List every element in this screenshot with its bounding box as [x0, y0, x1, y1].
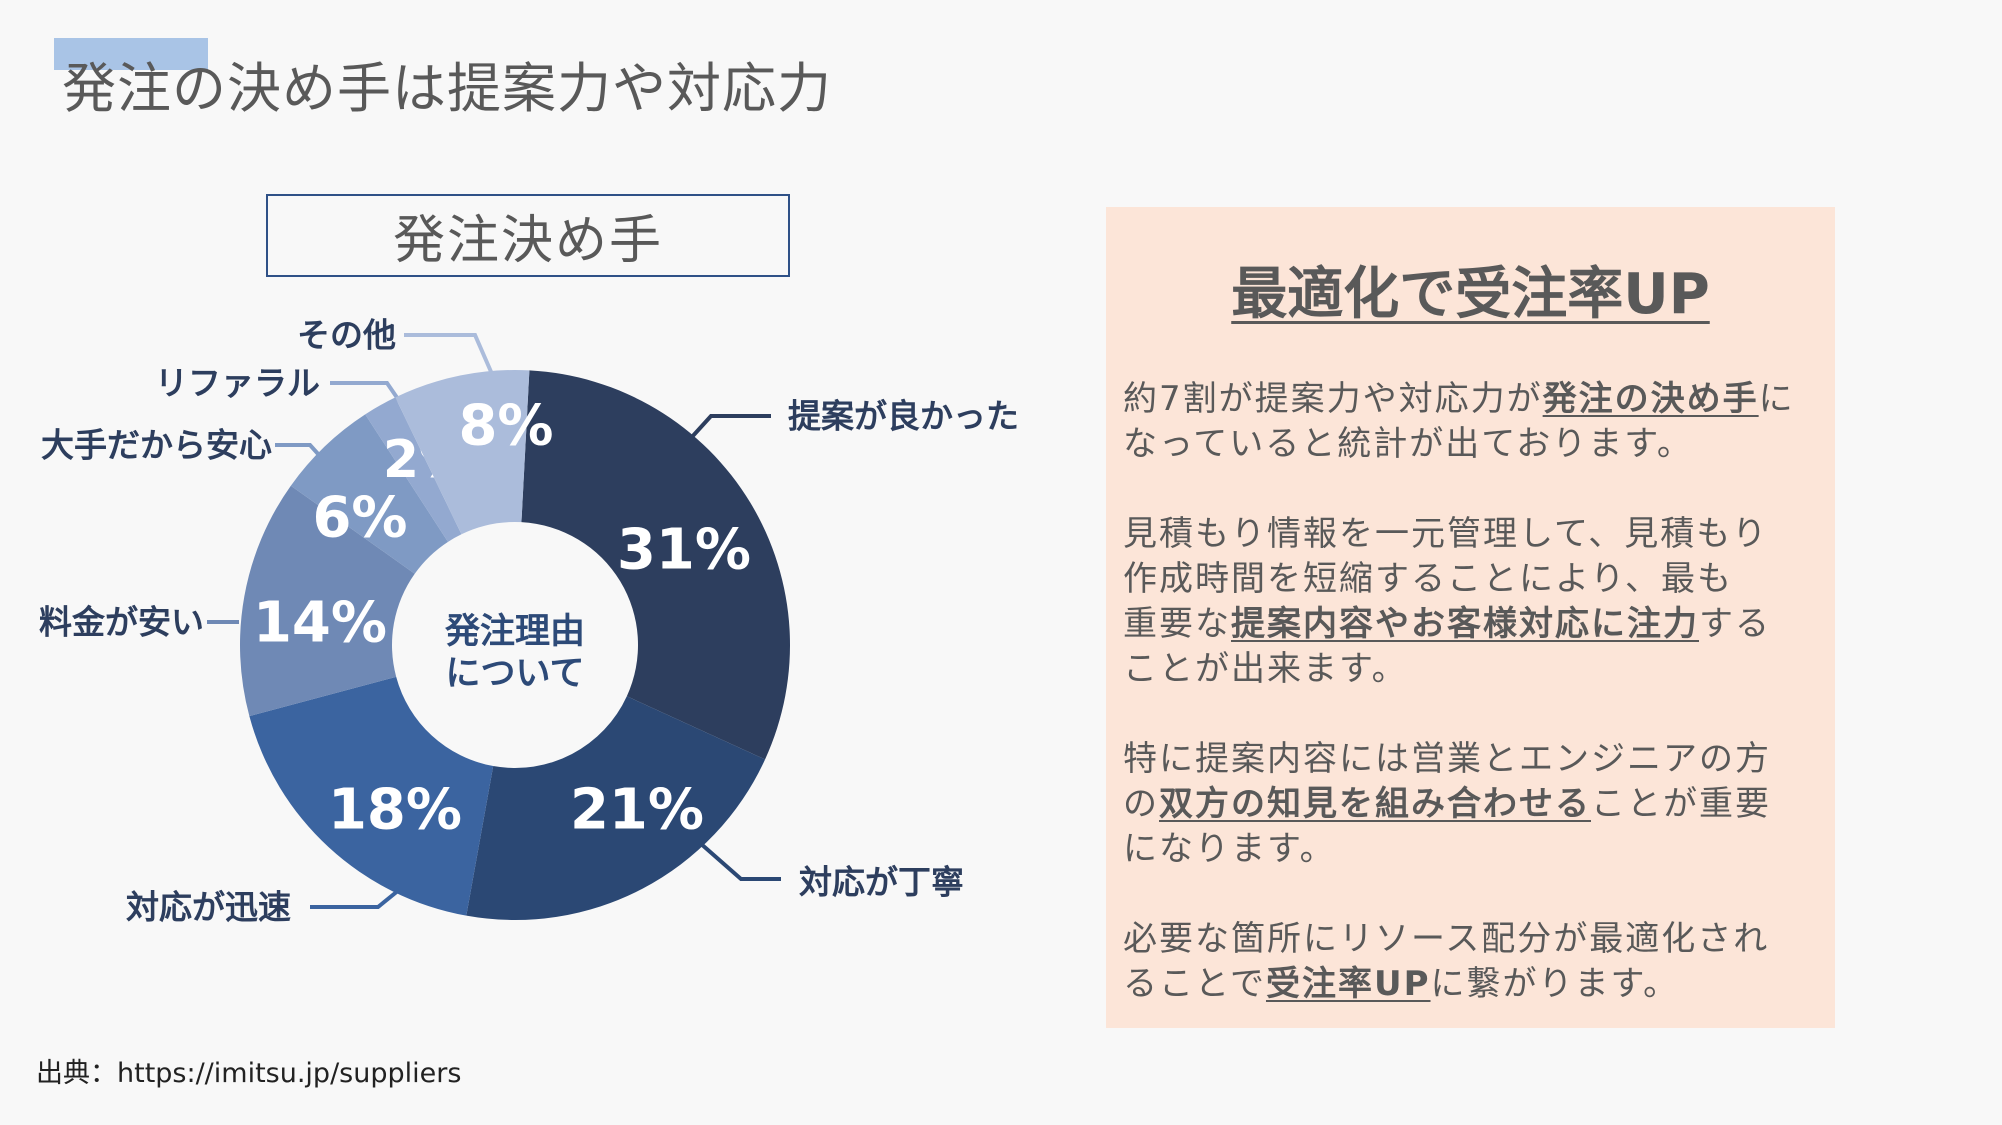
body-text: 作成時間を短縮することにより、最も — [1123, 559, 1733, 599]
title-highlight — [54, 38, 208, 70]
body-text: 特に提案内容には営業とエンジニアの方 — [1123, 739, 1771, 779]
callout-line — [330, 381, 402, 404]
value-label: 21% — [570, 778, 704, 843]
category-label: 料金が安い — [39, 603, 204, 642]
panel-heading: 最適化で受注率UP — [1106, 249, 1835, 330]
donut-chart: 提案が良かった 31% 対応が丁寧 21% 対応が迅速 18% 料金が安い 14% 大手だから安… — [39, 316, 1019, 927]
donut-slice — [521, 370, 790, 760]
callout-line — [404, 333, 494, 375]
body-text: ることで — [1123, 964, 1266, 1004]
source-citation: 出典：https://imitsu.jp/suppliers — [36, 1058, 462, 1089]
page-title: 発注の決め手は提案力や対応力 — [62, 57, 832, 120]
category-label: リファラル — [155, 364, 320, 403]
body-text: に — [1758, 379, 1795, 419]
paragraph-line: 重要な提案内容やお客様対応に注力する — [1123, 602, 1795, 647]
value-label: 6% — [312, 486, 407, 551]
value-label: 8% — [458, 394, 553, 459]
value-label: 18% — [328, 778, 462, 843]
body-text: 必要な箇所にリソース配分が最適化され — [1123, 919, 1770, 959]
body-text: なっていると統計が出ております。 — [1123, 424, 1693, 464]
paragraph: 特に提案内容には営業とエンジニアの方 の双方の知見を組み合わせることが重要 になりま… — [1123, 737, 1795, 872]
paragraph-line: の双方の知見を組み合わせることが重要 — [1123, 782, 1795, 827]
callout-line — [698, 841, 781, 881]
summary-panel: 最適化で受注率UP 約7割が提案力や対応力が発注の決め手に なっていると統計が出て… — [1106, 207, 1835, 1028]
donut-slice — [466, 696, 766, 920]
body-text: に繋がります。 — [1430, 964, 1680, 1004]
donut-slice — [290, 414, 449, 574]
donut-slice — [240, 485, 415, 717]
panel-heading-text: 最適化で受注率UP — [1231, 262, 1710, 327]
body-text: ことが重要 — [1591, 784, 1771, 824]
callout-line — [275, 443, 321, 457]
callout-line — [310, 888, 401, 909]
donut-slice — [249, 676, 494, 916]
paragraph: 見積もり情報を一元管理して、見積もり 作成時間を短縮することにより、最も 重要な提案… — [1123, 512, 1795, 692]
panel-body: 約7割が提案力や対応力が発注の決め手に なっていると統計が出ております。 見積もり情… — [1123, 377, 1795, 1052]
paragraph-line: 約7割が提案力や対応力が発注の決め手に — [1123, 377, 1795, 422]
paragraph-line: 作成時間を短縮することにより、最も — [1123, 557, 1795, 602]
value-label: 14% — [253, 591, 387, 656]
donut-slice — [365, 397, 462, 542]
chart-title: 発注決め手 — [266, 194, 790, 277]
paragraph-line: 見積もり情報を一元管理して、見積もり — [1123, 512, 1795, 557]
category-label: 大手だから安心 — [41, 426, 272, 465]
center-label: 発注理由 — [444, 612, 585, 652]
value-label: 31% — [617, 518, 751, 583]
callout-line — [689, 414, 771, 440]
body-text: になります。 — [1123, 829, 1336, 869]
category-label: その他 — [297, 316, 396, 355]
paragraph-line: 特に提案内容には営業とエンジニアの方 — [1123, 737, 1795, 782]
paragraph: 約7割が提案力や対応力が発注の決め手に なっていると統計が出ております。 — [1123, 377, 1795, 467]
body-text: の — [1123, 784, 1159, 824]
category-label: 対応が丁寧 — [799, 863, 964, 902]
body-text: ことが出来ます。 — [1123, 649, 1408, 689]
emphasis-text: 受注率UP — [1265, 964, 1431, 1004]
body-text: 約7割が提案力や対応力が — [1123, 379, 1543, 419]
emphasis-text: 提案内容やお客様対応に注力 — [1231, 604, 1699, 644]
paragraph-line: ることで受注率UPに繋がります。 — [1123, 962, 1795, 1007]
emphasis-text: 発注の決め手 — [1542, 379, 1759, 419]
paragraph-line: なっていると統計が出ております。 — [1123, 422, 1795, 467]
body-text: 見積もり情報を一元管理して、見積もり — [1123, 514, 1769, 554]
body-text: する — [1699, 604, 1771, 644]
body-text: 重要な — [1123, 604, 1231, 644]
emphasis-text: 双方の知見を組み合わせる — [1159, 784, 1591, 824]
paragraph-line: ことが出来ます。 — [1123, 647, 1795, 692]
paragraph-line: になります。 — [1123, 827, 1795, 872]
category-label: 対応が迅速 — [126, 888, 291, 927]
donut-slice — [395, 370, 530, 535]
center-label: について — [446, 654, 585, 694]
paragraph-line: 必要な箇所にリソース配分が最適化され — [1123, 917, 1795, 962]
category-label: 提案が良かった — [788, 397, 1019, 436]
paragraph: 必要な箇所にリソース配分が最適化され ることで受注率UPに繋がります。 — [1123, 917, 1795, 1007]
